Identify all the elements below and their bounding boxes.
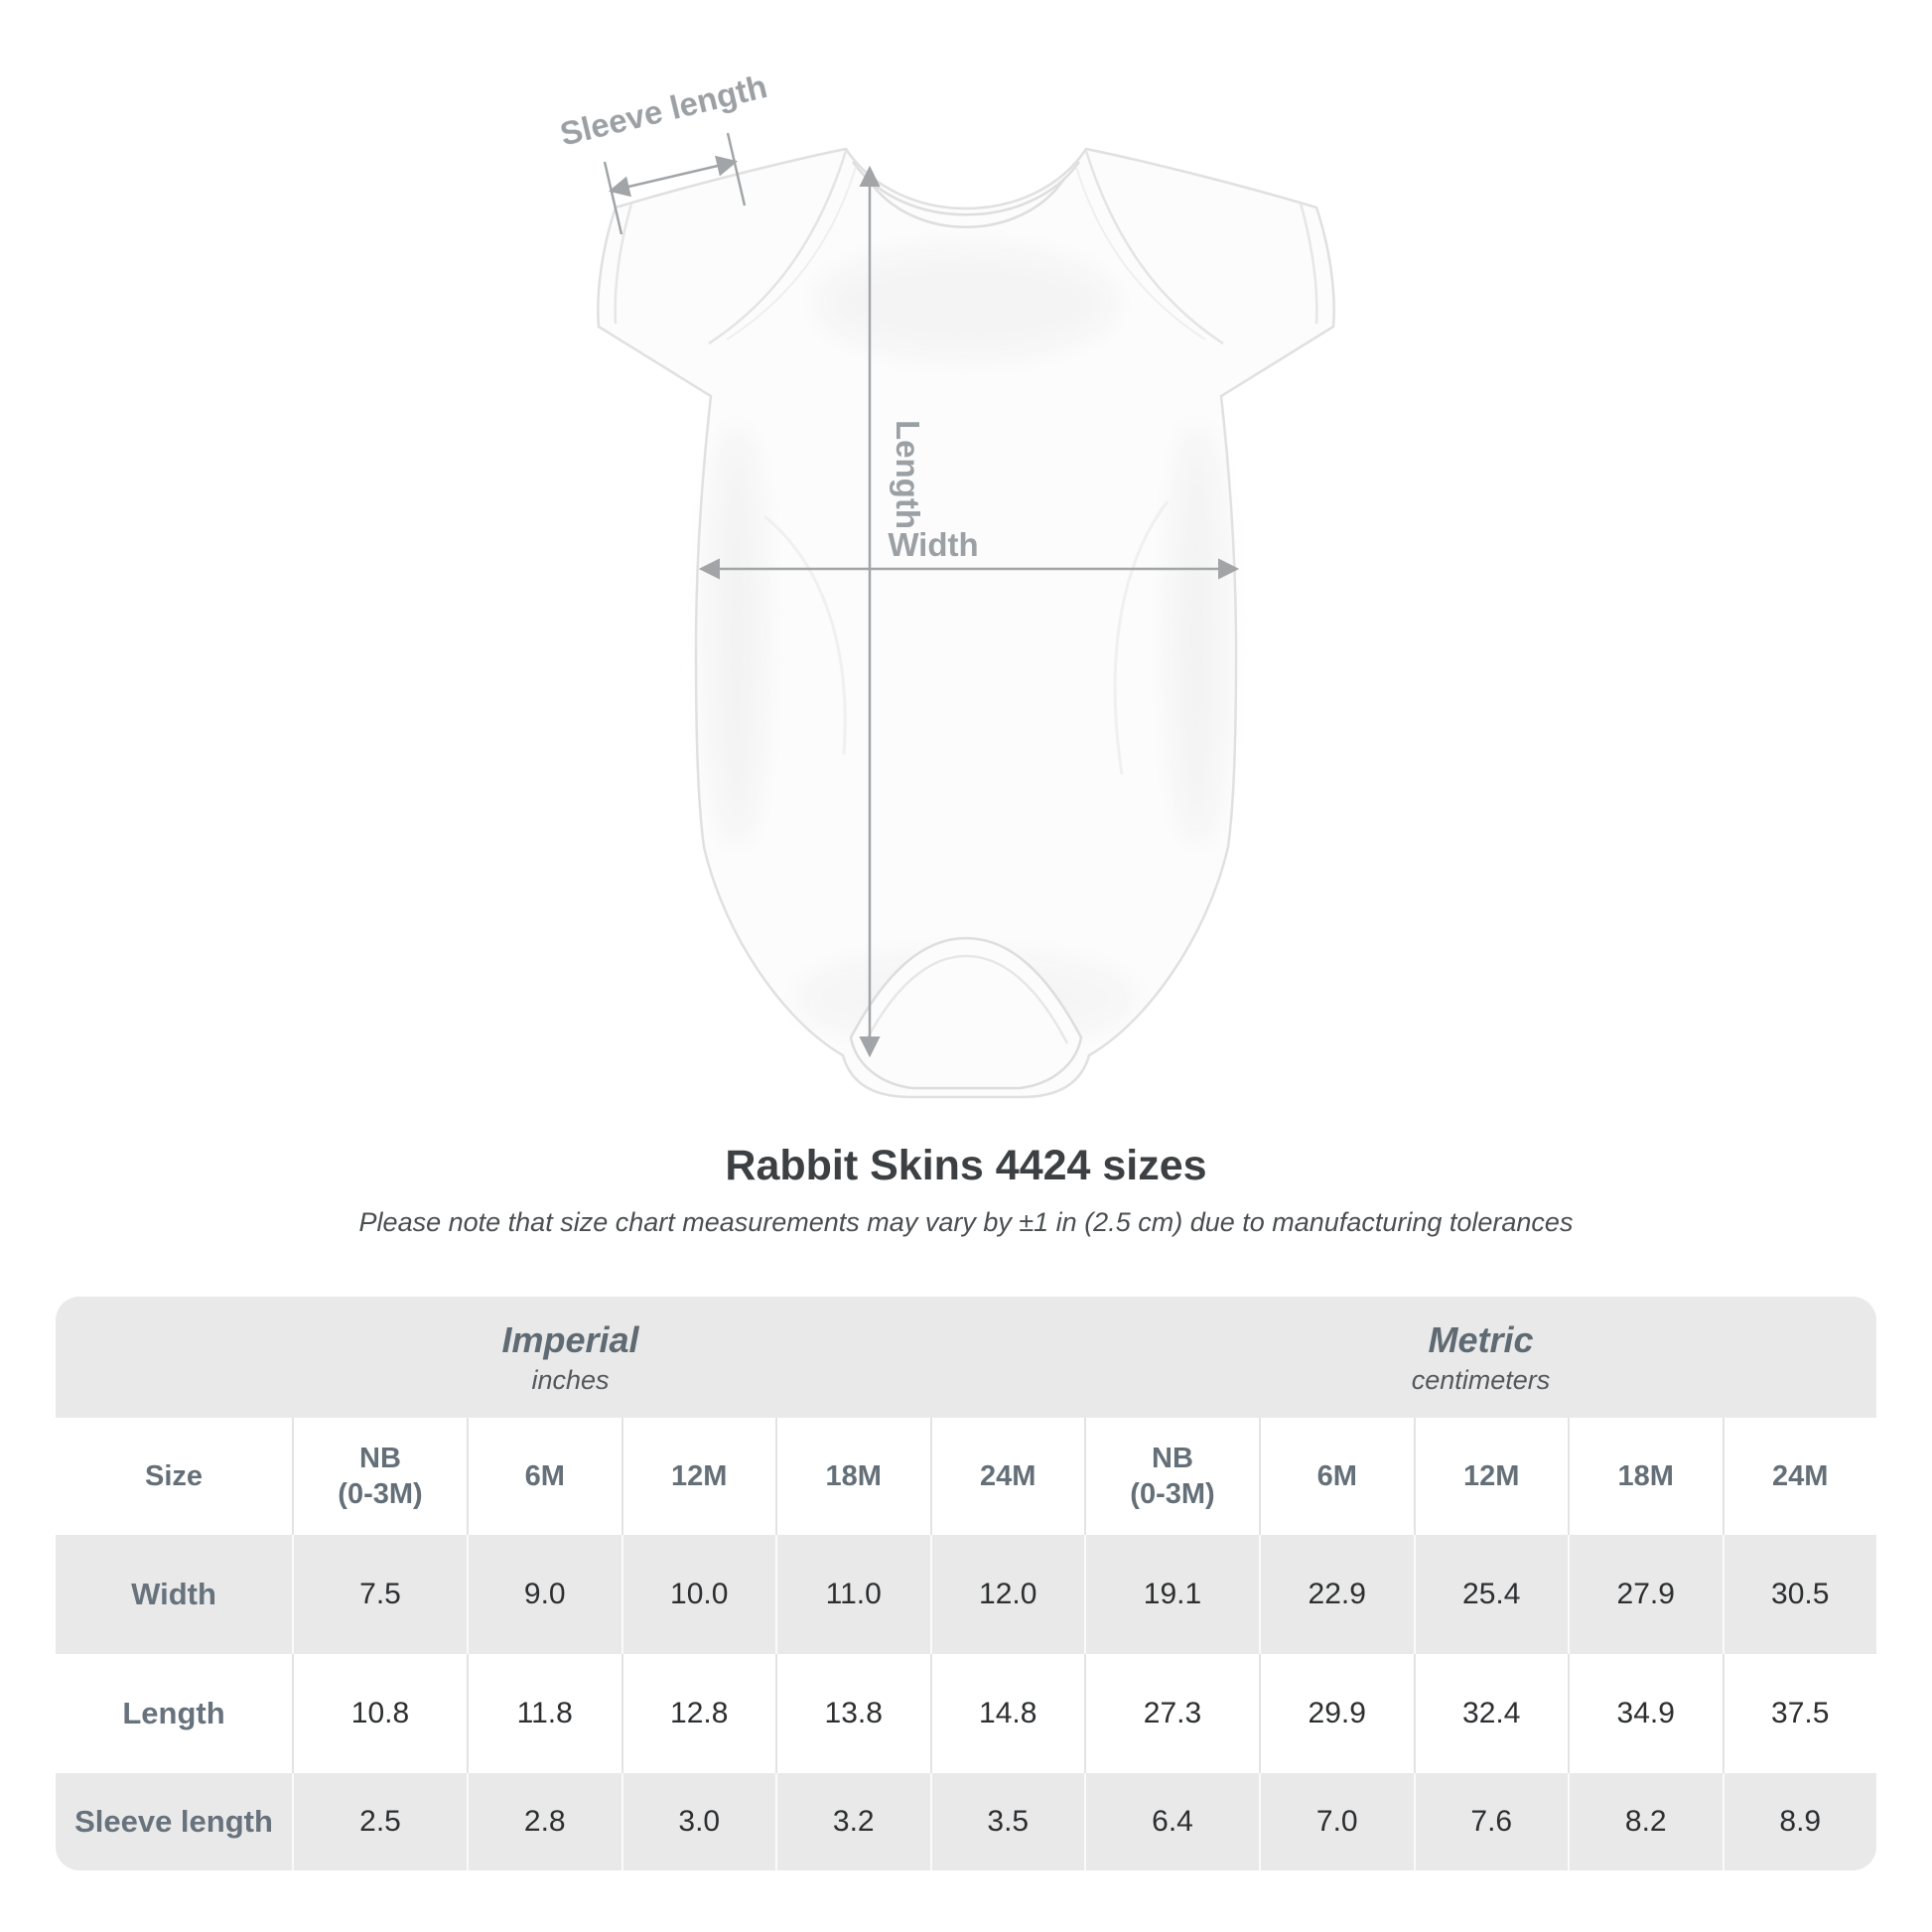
table-cell: 27.9 bbox=[1568, 1535, 1723, 1654]
sleeve-dim-tick-left bbox=[603, 161, 623, 235]
column-header-6m-imperial: 6M bbox=[467, 1418, 621, 1535]
crotch-flap bbox=[849, 936, 1083, 1090]
caption-block: Rabbit Skins 4424 sizes Please note that… bbox=[0, 1140, 1932, 1239]
sleeve-hems bbox=[614, 203, 1318, 325]
sleeve-length-arrow bbox=[608, 155, 739, 198]
table-cell: 11.0 bbox=[775, 1535, 930, 1654]
sleeve-length-label: Sleeve length bbox=[557, 68, 771, 153]
table-cell: 8.2 bbox=[1568, 1773, 1723, 1870]
unit-group-imperial: Imperial inches bbox=[56, 1297, 1085, 1418]
table-cell: 25.4 bbox=[1413, 1535, 1568, 1654]
unit-group-name: Metric bbox=[1428, 1318, 1534, 1360]
unit-group-band: Imperial inches Metric centimeters bbox=[56, 1297, 1876, 1418]
shoulder-seams bbox=[708, 150, 1224, 345]
column-header-12m-imperial: 12M bbox=[621, 1418, 775, 1535]
row-label-sleeve-length: Sleeve length bbox=[56, 1773, 292, 1870]
table-cell: 14.8 bbox=[929, 1654, 1084, 1773]
page-subtitle: Please note that size chart measurements… bbox=[358, 1207, 1574, 1237]
size-table: Imperial inches Metric centimeters Size … bbox=[56, 1297, 1876, 1870]
table-cell: 3.2 bbox=[775, 1773, 930, 1870]
measurement-annotations bbox=[603, 132, 1240, 1058]
table-cell: 8.9 bbox=[1722, 1773, 1876, 1870]
width-label: Width bbox=[888, 526, 978, 563]
table-cell: 7.6 bbox=[1413, 1773, 1568, 1870]
table-cell: 12.8 bbox=[621, 1654, 775, 1773]
table-cell: 2.8 bbox=[467, 1773, 621, 1870]
table-cell: 32.4 bbox=[1413, 1654, 1568, 1773]
table-cell: 7.0 bbox=[1259, 1773, 1414, 1870]
column-header-24m-metric: 24M bbox=[1722, 1418, 1876, 1535]
table-cell: 29.9 bbox=[1259, 1654, 1414, 1773]
unit-group-name: Imperial bbox=[501, 1318, 639, 1360]
column-header-6m-metric: 6M bbox=[1259, 1418, 1414, 1535]
table-cell: 12.0 bbox=[929, 1535, 1084, 1654]
column-header-18m-imperial: 18M bbox=[775, 1418, 930, 1535]
table-cell: 37.5 bbox=[1722, 1654, 1876, 1773]
table-cell: 22.9 bbox=[1259, 1535, 1414, 1654]
unit-group-metric: Metric centimeters bbox=[1085, 1297, 1876, 1418]
table-cell: 10.8 bbox=[292, 1654, 467, 1773]
table-cell: 6.4 bbox=[1084, 1773, 1259, 1870]
table-cell: 19.1 bbox=[1084, 1535, 1259, 1654]
column-header-24m-imperial: 24M bbox=[929, 1418, 1084, 1535]
table-cell: 3.5 bbox=[929, 1773, 1084, 1870]
table-cell: 27.3 bbox=[1084, 1654, 1259, 1773]
column-header-size: Size bbox=[56, 1418, 292, 1535]
page-title: Rabbit Skins 4424 sizes bbox=[725, 1142, 1207, 1189]
table-cell: 11.8 bbox=[467, 1654, 621, 1773]
table-cell: 3.0 bbox=[621, 1773, 775, 1870]
table-cell: 7.5 bbox=[292, 1535, 467, 1654]
row-label-width: Width bbox=[56, 1535, 292, 1654]
sleeve-dim-tick-right bbox=[726, 132, 747, 207]
column-header-12m-metric: 12M bbox=[1413, 1418, 1568, 1535]
unit-group-unit: centimeters bbox=[1411, 1364, 1551, 1395]
row-label-length: Length bbox=[56, 1654, 292, 1773]
table-cell: 2.5 bbox=[292, 1773, 467, 1870]
table-cell: 30.5 bbox=[1722, 1535, 1876, 1654]
table-cell: 34.9 bbox=[1568, 1654, 1723, 1773]
fabric-wrinkles bbox=[763, 500, 1170, 775]
length-label: Length bbox=[890, 420, 926, 529]
column-header-nb-imperial: NB (0-3M) bbox=[292, 1418, 467, 1535]
size-table-grid: Size NB (0-3M) 6M 12M 18M 24M NB (0-3M) … bbox=[56, 1418, 1876, 1870]
onesie-measurement-diagram: Sleeve length Length Width bbox=[557, 68, 1335, 1099]
unit-group-unit: inches bbox=[531, 1364, 610, 1395]
table-cell: 10.0 bbox=[621, 1535, 775, 1654]
table-cell: 13.8 bbox=[775, 1654, 930, 1773]
table-cell: 9.0 bbox=[467, 1535, 621, 1654]
bodysuit-graphic bbox=[597, 147, 1335, 1099]
column-header-18m-metric: 18M bbox=[1568, 1418, 1723, 1535]
column-header-nb-metric: NB (0-3M) bbox=[1084, 1418, 1259, 1535]
